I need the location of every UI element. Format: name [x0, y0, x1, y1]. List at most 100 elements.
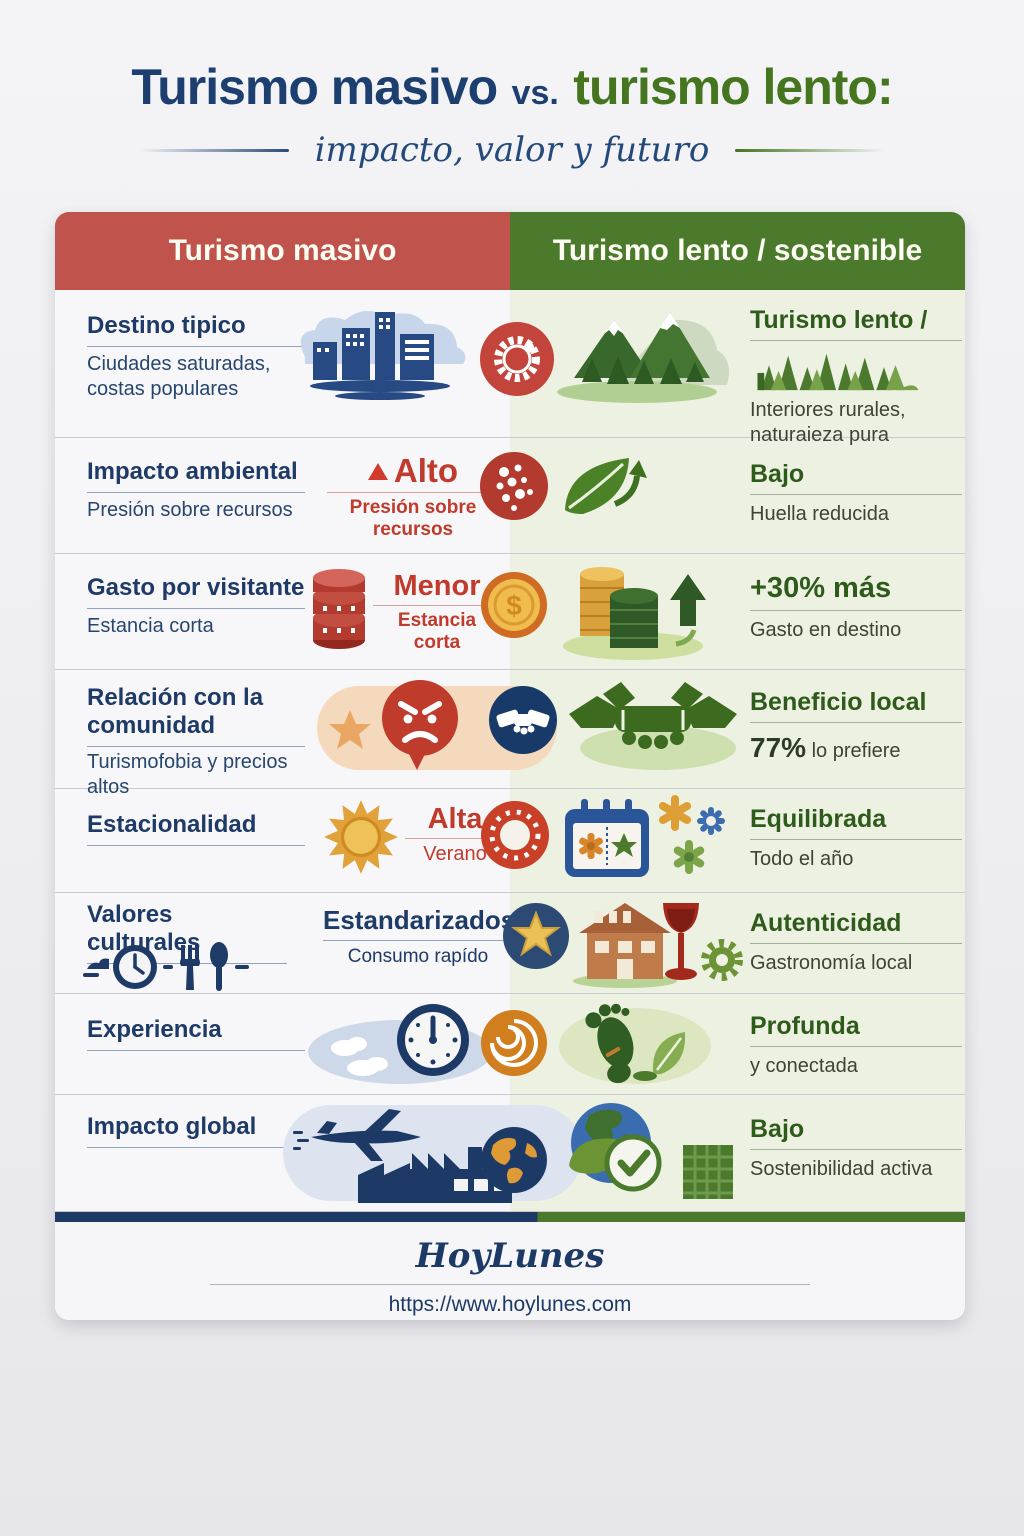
title-vs: vs. — [511, 74, 559, 112]
row-label-title: Estacionalidad — [87, 811, 305, 846]
slow-clock-clouds-icon — [305, 1000, 500, 1088]
row-right-title: Equilibrada — [750, 805, 962, 840]
row-experiencia: Experiencia — [55, 994, 965, 1095]
row-estacionalidad: Estacionalidad Alta Verano — [55, 789, 965, 893]
row-right-sub: Gastronomía local — [750, 952, 913, 974]
calendar-seasons-icon — [561, 795, 653, 881]
season-wheel-icon — [479, 799, 551, 871]
row-label-title: Relación con la comunidad — [87, 684, 305, 747]
row-right-title: Bajo — [750, 1115, 962, 1150]
mid-annotation-menor: Menor Estancia corta — [373, 570, 501, 654]
angry-speech-bubble-icon — [377, 678, 463, 772]
subtitle-dash-left — [138, 148, 289, 152]
row-valores-culturales: Valores culturales Estandarizados — [55, 893, 965, 994]
row-label-title: Experiencia — [87, 1016, 305, 1051]
row-right-title: Autenticidad — [750, 909, 962, 944]
pollution-dots-icon — [478, 450, 550, 522]
row-label-sub: Presión sobre recursos — [87, 499, 293, 521]
footer-divider-bar — [55, 1212, 965, 1222]
handshake-green-icon — [563, 674, 743, 776]
mid-sub-text: Presión sobre recursos — [349, 497, 477, 540]
mid-annotation-alta: Alta Verano — [405, 803, 505, 866]
leaf-growth-icon — [557, 448, 657, 532]
row-right-title: Turismo lento / — [750, 306, 962, 341]
row-right-title: +30% más — [750, 572, 962, 611]
mid-main-text: Alto — [393, 452, 459, 489]
row-right-cell: Bajo Huella reducida — [750, 460, 962, 527]
row-label-sub: Estancia corta — [87, 615, 214, 637]
column-header-slow-tourism: Turismo lento / sostenible — [510, 212, 965, 290]
warning-triangle-icon — [367, 462, 388, 480]
sun-icon — [323, 799, 399, 875]
row-right-cell: Bajo Sostenibilidad activa — [750, 1115, 962, 1182]
mid-annotation-alto: Alto Presión sobre recursos — [327, 452, 499, 541]
page-title: Turismo masivo vs. turismo lento: impact… — [0, 58, 1024, 170]
row-label-sub: Ciudades saturadas, costas populares — [87, 353, 271, 400]
row-right-sub: 77% lo prefiere — [750, 730, 962, 765]
mid-main-text: Estandarizados — [323, 905, 515, 941]
row-right-sub: Todo el año — [750, 848, 854, 870]
handshake-badge-icon — [487, 684, 559, 756]
row-right-sub: y conectada — [750, 1055, 858, 1077]
mid-main-text: Menor — [373, 570, 501, 606]
row-right-sub: Huella reducida — [750, 503, 889, 525]
village-house-icon — [571, 897, 679, 989]
comparison-card: Turismo masivo Turismo lento / sostenibl… — [55, 212, 965, 1320]
subtitle-dash-right — [735, 148, 886, 152]
website-url[interactable]: https://www.hoylunes.com — [388, 1293, 632, 1316]
gear-badge-icon — [478, 320, 556, 398]
clock-fork-spoon-icon — [83, 939, 258, 995]
eco-building-icon — [679, 1141, 737, 1203]
mountains-forest-icon — [552, 300, 737, 405]
footprint-leaf-icon — [557, 996, 722, 1090]
globe-leaf-check-icon — [559, 1099, 679, 1205]
svg-text:$: $ — [506, 590, 522, 621]
row-right-cell: Equilibrada Todo el año — [750, 805, 962, 872]
row-label-title: Impacto ambiental — [87, 458, 305, 493]
star-badge-icon — [501, 901, 571, 971]
row-right-cell: +30% más Gasto en destino — [750, 572, 962, 643]
brand-rule — [210, 1284, 810, 1285]
mid-main-text: Alta — [405, 803, 505, 839]
mid-sub-text: Consumo rapído — [347, 946, 489, 967]
row-label-title: Gasto por visitante — [87, 574, 305, 609]
dollar-coin-icon: $ — [479, 570, 549, 640]
row-right-cell: Turismo lento / Interiores rurales, natu… — [750, 306, 962, 448]
row-impacto-ambiental: Impacto ambiental Presión sobre recursos… — [55, 438, 965, 554]
row-label-title: Destino tipico — [87, 312, 305, 347]
season-flowers-icon — [653, 791, 733, 881]
title-mass-tourism: Turismo masivo — [131, 59, 498, 115]
row-right-title: Beneficio local — [750, 688, 962, 723]
stat-77-rest: lo prefiere — [806, 740, 901, 762]
row-label-sub: Turismofobia y precios altos — [87, 751, 288, 798]
row-right-title: Profunda — [750, 1012, 962, 1047]
gear-green-icon — [699, 937, 745, 983]
spiral-badge-icon — [479, 1008, 549, 1078]
brand-name: HoyLunes — [415, 1236, 605, 1276]
row-right-cell: Autenticidad Gastronomía local — [750, 909, 962, 976]
coin-stacks-up-icon — [558, 556, 708, 662]
title-slow-tourism: turismo lento: — [573, 59, 893, 115]
treeline-icon — [750, 348, 962, 394]
row-right-sub: Sostenibilidad activa — [750, 1158, 933, 1180]
coin-stack-red-icon — [307, 564, 371, 654]
footer: HoyLunes https://www.hoylunes.com — [55, 1222, 965, 1320]
row-right-sub: Interiores rurales, naturaieza pura — [750, 399, 906, 446]
row-gasto-por-visitante: Gasto por visitante Estancia corta Menor… — [55, 554, 965, 670]
row-right-title: Bajo — [750, 460, 962, 495]
row-right-cell: Beneficio local 77% lo prefiere — [750, 688, 962, 765]
globe-icon — [479, 1125, 549, 1195]
mid-sub-text: Estancia corta — [397, 610, 477, 653]
wine-glass-icon — [657, 899, 705, 983]
mid-annotation-estandarizados: Estandarizados Consumo rapído — [323, 905, 515, 968]
page-subtitle: impacto, valor y futuro — [314, 130, 710, 170]
row-impacto-global: Impacto global — [55, 1095, 965, 1212]
stat-77-percent: 77% — [750, 732, 807, 763]
column-header-mass-tourism: Turismo masivo — [55, 212, 510, 290]
row-destino-tipico: Destino tipico Ciudades saturadas, costa… — [55, 290, 965, 446]
city-skyline-icon — [285, 302, 475, 402]
row-right-cell: Profunda y conectada — [750, 1012, 962, 1079]
mid-sub-text: Verano — [423, 843, 487, 865]
row-relacion-comunidad: Relación con la comunidad Turismofobia y… — [55, 670, 965, 798]
